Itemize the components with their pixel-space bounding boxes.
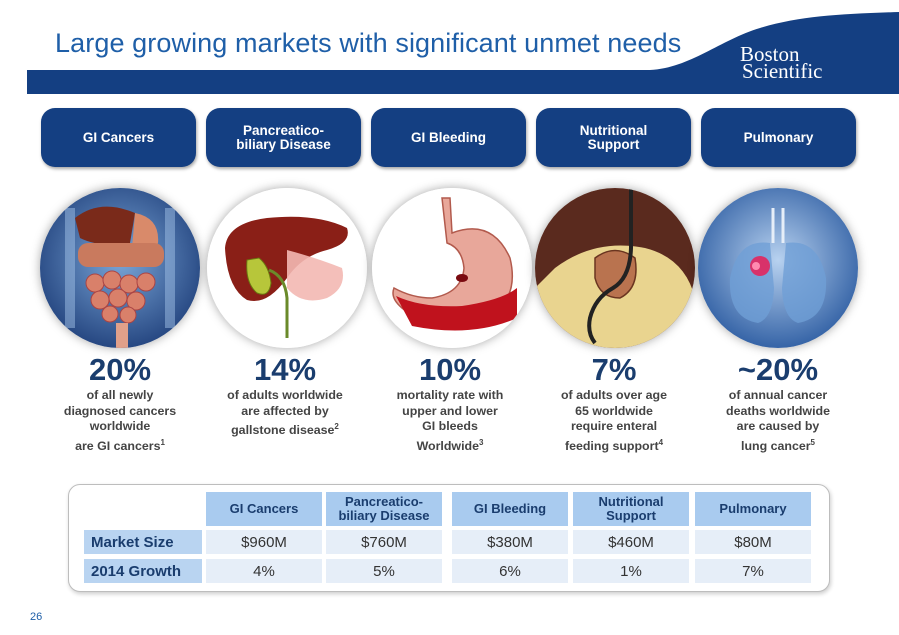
table-cell: $760M: [326, 530, 442, 554]
logo-line2: Scientific: [742, 59, 823, 83]
stat-value: 10%: [418, 352, 482, 387]
category-pill-gi-cancers: GI Cancers: [41, 108, 196, 167]
logo-line1: Boston: [740, 42, 800, 66]
table-cell: $380M: [452, 530, 568, 554]
company-logo: Boston Scientific: [740, 44, 823, 83]
category-pill-pulmonary: Pulmonary: [701, 108, 856, 167]
stat-nutritional-support: 7% of adults over age 65 worldwide requi…: [524, 352, 704, 454]
table-row-label: Market Size: [84, 530, 202, 554]
table-cell: $460M: [573, 530, 689, 554]
stat-value: 14%: [253, 352, 317, 387]
table-cell: $80M: [695, 530, 811, 554]
stat-value: 20%: [88, 352, 152, 387]
stat-description: of annual cancer deaths worldwide are ca…: [726, 388, 830, 453]
table-row-label: 2014 Growth: [84, 559, 202, 583]
stat-value: 7%: [591, 352, 637, 387]
stat-pancreatico-biliary: 14% of adults worldwide are affected by …: [195, 352, 375, 439]
page-number: 26: [30, 611, 43, 623]
stat-value: ~20%: [737, 352, 819, 387]
stat-description: of all newly diagnosed cancers worldwide…: [63, 388, 177, 453]
table-cell: $960M: [206, 530, 322, 554]
table-cell: 4%: [206, 559, 322, 583]
category-pill-nutritional-support: Nutritional Support: [536, 108, 691, 167]
table-header-pancreatico-biliary: Pancreatico-biliary Disease: [326, 492, 442, 526]
table-header-gi-bleeding: GI Bleeding: [452, 492, 568, 526]
table-cell: 1%: [573, 559, 689, 583]
table-header-pulmonary: Pulmonary: [695, 492, 811, 526]
stat-pulmonary: ~20% of annual cancer deaths worldwide a…: [688, 352, 868, 454]
stomach-bleeding-illustration: [372, 188, 532, 348]
stat-description: mortality rate with upper and lower GI b…: [396, 388, 504, 453]
lungs-illustration: [698, 188, 858, 348]
category-pill-pancreatico-biliary: Pancreatico-biliary Disease: [206, 108, 361, 167]
table-cell: 6%: [452, 559, 568, 583]
logo-wave-icon: [650, 12, 899, 94]
gi-tract-illustration: [40, 188, 200, 348]
table-header-gi-cancers: GI Cancers: [206, 492, 322, 526]
stat-gi-cancers: 20% of all newly diagnosed cancers world…: [30, 352, 210, 454]
enteral-feeding-illustration: [535, 188, 695, 348]
stat-description: of adults over age 65 worldwide require …: [560, 388, 668, 453]
table-header-nutritional-support: Nutritional Support: [573, 492, 689, 526]
slide-title: Large growing markets with significant u…: [55, 28, 682, 58]
table-cell: 7%: [695, 559, 811, 583]
table-cell: 5%: [326, 559, 442, 583]
category-pill-gi-bleeding: GI Bleeding: [371, 108, 526, 167]
stat-description: of adults worldwide are affected by gall…: [227, 388, 343, 438]
liver-gallbladder-illustration: [207, 188, 367, 348]
stat-gi-bleeding: 10% mortality rate with upper and lower …: [360, 352, 540, 454]
